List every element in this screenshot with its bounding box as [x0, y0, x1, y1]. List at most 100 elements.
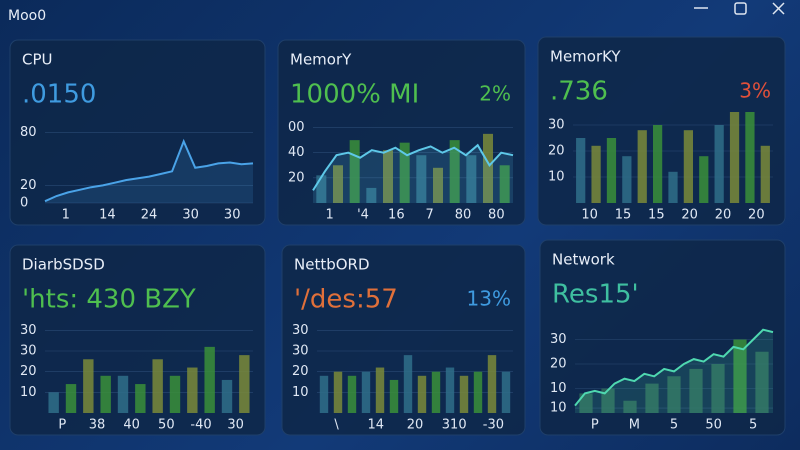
bar: [601, 388, 615, 413]
readout: 'hts: 430 BZY: [22, 285, 196, 315]
panel-title: MemorKY: [550, 48, 621, 66]
bar: [760, 145, 770, 203]
readout: '/des:57: [294, 285, 398, 315]
panel-title: DiarbSDSD: [22, 256, 105, 274]
window-title: Moo0: [8, 8, 46, 24]
y-tick-label: 30: [548, 118, 565, 133]
bar: [399, 142, 410, 203]
line: [44, 138, 254, 203]
bar: [459, 375, 469, 413]
bar: [416, 155, 427, 203]
x-tick-label: 5: [749, 418, 757, 433]
y-tick-label: 10: [550, 401, 567, 416]
bar: [375, 367, 385, 413]
readout: Res15': [552, 280, 639, 310]
bar: [117, 375, 129, 413]
bar: [711, 364, 725, 413]
panel-title: MemorY: [290, 51, 352, 69]
x-tick-label: 15: [648, 208, 665, 223]
bar: [653, 125, 663, 203]
y-tick-label: 30: [550, 332, 567, 347]
bar: [100, 375, 111, 413]
bar: [755, 351, 769, 413]
x-tick-label: 10: [581, 208, 598, 223]
x-tick-label: 80: [455, 208, 472, 223]
x-tick-label: \: [334, 418, 339, 433]
panel-title: NettbORD: [294, 256, 370, 274]
bar: [449, 140, 460, 203]
readout: 13%: [467, 287, 511, 311]
bar: [347, 375, 357, 413]
bar: [606, 138, 617, 203]
x-tick-label: -40: [190, 418, 211, 433]
bar: [83, 359, 94, 413]
x-tick-label: 30: [182, 208, 199, 223]
bar: [135, 384, 146, 413]
bar: [239, 355, 250, 413]
readout: .736: [550, 77, 608, 107]
bar: [579, 393, 593, 413]
bar: [683, 130, 693, 203]
bar: [668, 171, 678, 203]
x-tick-label: 40: [123, 418, 140, 433]
bar: [204, 346, 215, 413]
readout: 1000% MI: [290, 80, 419, 110]
bar: [319, 375, 329, 413]
bar: [729, 112, 740, 203]
bar: [645, 383, 659, 413]
y-tick-label: 20: [550, 357, 567, 372]
line-area: [45, 141, 253, 203]
bar: [431, 371, 441, 413]
line: [574, 328, 774, 407]
bar: [667, 376, 681, 413]
bar: [349, 140, 360, 203]
y-tick-label: 30: [292, 344, 309, 359]
readout: 3%: [739, 79, 771, 103]
x-tick-label: '4: [357, 208, 369, 223]
close-button[interactable]: [772, 2, 785, 15]
x-tick-label: P: [58, 418, 66, 433]
bar: [483, 133, 493, 203]
bar: [316, 175, 327, 203]
line-area: [575, 329, 773, 413]
bar: [366, 187, 377, 203]
y-tick-label: 20: [548, 144, 565, 159]
bar: [501, 371, 511, 413]
maximize-button[interactable]: [734, 2, 747, 15]
x-tick-label: 20: [748, 208, 765, 223]
x-tick-label: 24: [141, 208, 158, 223]
y-tick-label: 10: [20, 385, 37, 400]
x-tick-label: 50: [158, 418, 175, 433]
x-tick-label: -30: [483, 418, 504, 433]
bar: [152, 359, 163, 413]
line: [312, 143, 514, 191]
x-tick-label: M: [629, 418, 640, 433]
line-area: [313, 145, 513, 203]
bar: [591, 145, 601, 203]
y-tick-label: 10: [292, 385, 309, 400]
y-tick-label: 30: [292, 323, 309, 338]
bar: [445, 367, 455, 413]
bar: [623, 400, 637, 413]
x-tick-label: P: [591, 418, 599, 433]
x-tick-label: 14: [99, 208, 116, 223]
bar: [389, 379, 399, 413]
y-tick-label: 20: [20, 364, 37, 379]
panel-title: Network: [552, 251, 615, 269]
x-tick-label: 20: [407, 418, 424, 433]
bar: [487, 355, 497, 413]
y-tick-label: 10: [548, 170, 565, 185]
bar: [745, 112, 755, 203]
bar: [187, 367, 198, 413]
bar: [714, 125, 724, 203]
x-tick-label: 50: [705, 418, 722, 433]
bar: [689, 368, 703, 413]
y-tick-label: 80: [20, 125, 37, 140]
bar: [221, 379, 233, 413]
bar: [383, 150, 393, 203]
x-tick-label: 7: [426, 208, 434, 223]
y-tick-label: 0: [20, 196, 28, 211]
bar: [733, 339, 747, 413]
y-tick-label: 30: [20, 344, 37, 359]
